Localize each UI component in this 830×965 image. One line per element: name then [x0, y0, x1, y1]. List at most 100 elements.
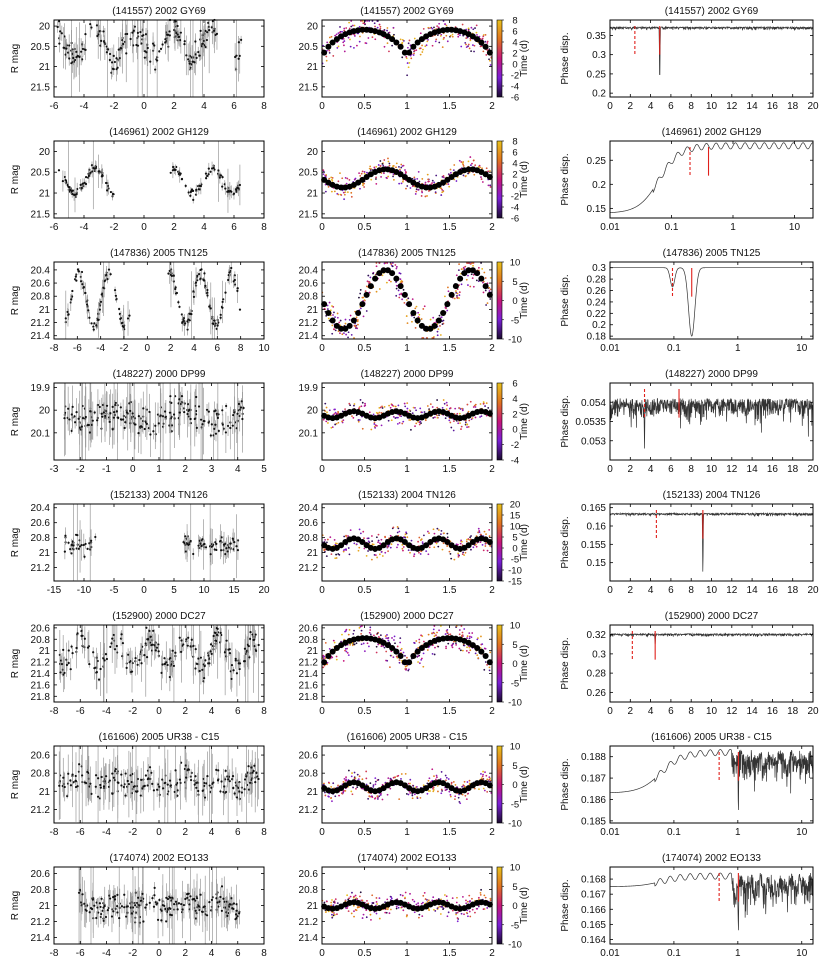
folded-point [471, 262, 474, 264]
data-point [124, 421, 127, 424]
data-point [84, 176, 88, 179]
folded-point [463, 628, 466, 630]
folded-point [433, 653, 436, 656]
folded-point [452, 420, 455, 423]
data-point [184, 535, 187, 538]
data-point [236, 287, 239, 290]
data-point [217, 429, 220, 433]
data-point [79, 183, 82, 186]
data-point [133, 423, 136, 426]
data-point [204, 29, 207, 32]
folded-point [397, 404, 400, 407]
folded-point [401, 547, 404, 550]
folded-point [334, 316, 336, 318]
lightcurve-xtick-label: 4 [235, 464, 241, 475]
folded-point [387, 419, 390, 422]
lightcurve-xtick-label: 2 [182, 464, 188, 475]
data-point [80, 543, 83, 547]
folded-xtick-label: 0 [319, 343, 325, 354]
folded-point [419, 553, 422, 555]
folded-point [342, 191, 345, 194]
folded-xtick-label: 2 [489, 222, 495, 233]
folded-point [418, 423, 421, 426]
folded-point [415, 422, 418, 425]
folded-point [442, 174, 445, 177]
folded-point [485, 533, 487, 535]
folded-point [413, 178, 416, 181]
data-point [125, 666, 128, 669]
folded-point [460, 45, 463, 48]
folded-point [469, 649, 472, 652]
folded-point [334, 542, 337, 545]
data-point [101, 415, 104, 418]
lightcurve-panel: (148227) 2000 DP99-3 -2 -1 0 1 2 3 4 519.92020.1… [10, 369, 267, 475]
folded-point [373, 166, 376, 169]
folded-point [406, 62, 409, 64]
folded-point [453, 297, 456, 300]
folded-point [433, 632, 436, 635]
folded-point [353, 178, 356, 181]
folded-point [489, 170, 491, 172]
data-point [233, 274, 236, 277]
data-point [206, 294, 209, 297]
folded-point [437, 328, 440, 331]
periodogram-xtick-label: 8 [688, 464, 694, 475]
folded-point [474, 403, 477, 406]
folded-point [461, 409, 464, 412]
folded-ytick-label: 20.8 [299, 533, 319, 544]
folded-point [408, 668, 410, 671]
folded-point [374, 554, 377, 557]
folded-point [349, 643, 352, 646]
data-point [233, 411, 236, 414]
folded-point [445, 408, 448, 411]
data-point [203, 676, 206, 680]
data-point [140, 42, 143, 45]
folded-point [408, 62, 411, 64]
folded-point [402, 288, 405, 291]
data-point [231, 537, 234, 540]
folded-point [341, 333, 344, 336]
data-point [254, 633, 257, 636]
folded-point [419, 32, 422, 35]
binned-point [363, 174, 370, 181]
folded-point [457, 33, 460, 36]
data-point [217, 169, 220, 172]
binned-point [359, 301, 366, 308]
folded-point [325, 420, 328, 423]
data-point [86, 424, 89, 427]
folded-point [324, 410, 326, 412]
periodogram-xtick-label: 4 [648, 101, 654, 112]
folded-point [485, 304, 488, 306]
data-point [73, 58, 77, 62]
folded-point [413, 176, 416, 179]
folded-point [419, 53, 422, 56]
folded-point [347, 547, 350, 549]
folded-point [421, 44, 423, 47]
folded-point [436, 334, 439, 337]
data-point [178, 305, 181, 308]
data-point [192, 295, 196, 298]
folded-point [379, 165, 382, 167]
folded-point [441, 323, 444, 326]
folded-point [350, 195, 353, 198]
folded-point [483, 668, 486, 671]
folded-point [445, 647, 447, 650]
data-point [128, 661, 131, 664]
folded-point [395, 162, 398, 165]
data-point [143, 427, 146, 431]
data-point [182, 316, 185, 320]
data-point [106, 189, 109, 192]
lightcurve-ytick-label: 20.6 [31, 623, 51, 634]
lightcurve-xtick-label: 8 [261, 101, 267, 112]
folded-point [434, 191, 437, 193]
folded-point [432, 417, 435, 419]
data-point [204, 546, 208, 549]
data-point [153, 44, 156, 47]
folded-point [390, 263, 393, 265]
periodogram-xtick-label: 14 [747, 464, 759, 475]
data-point [104, 653, 108, 656]
data-point [158, 50, 161, 53]
folded-point [398, 659, 401, 661]
folded-point [359, 307, 362, 310]
